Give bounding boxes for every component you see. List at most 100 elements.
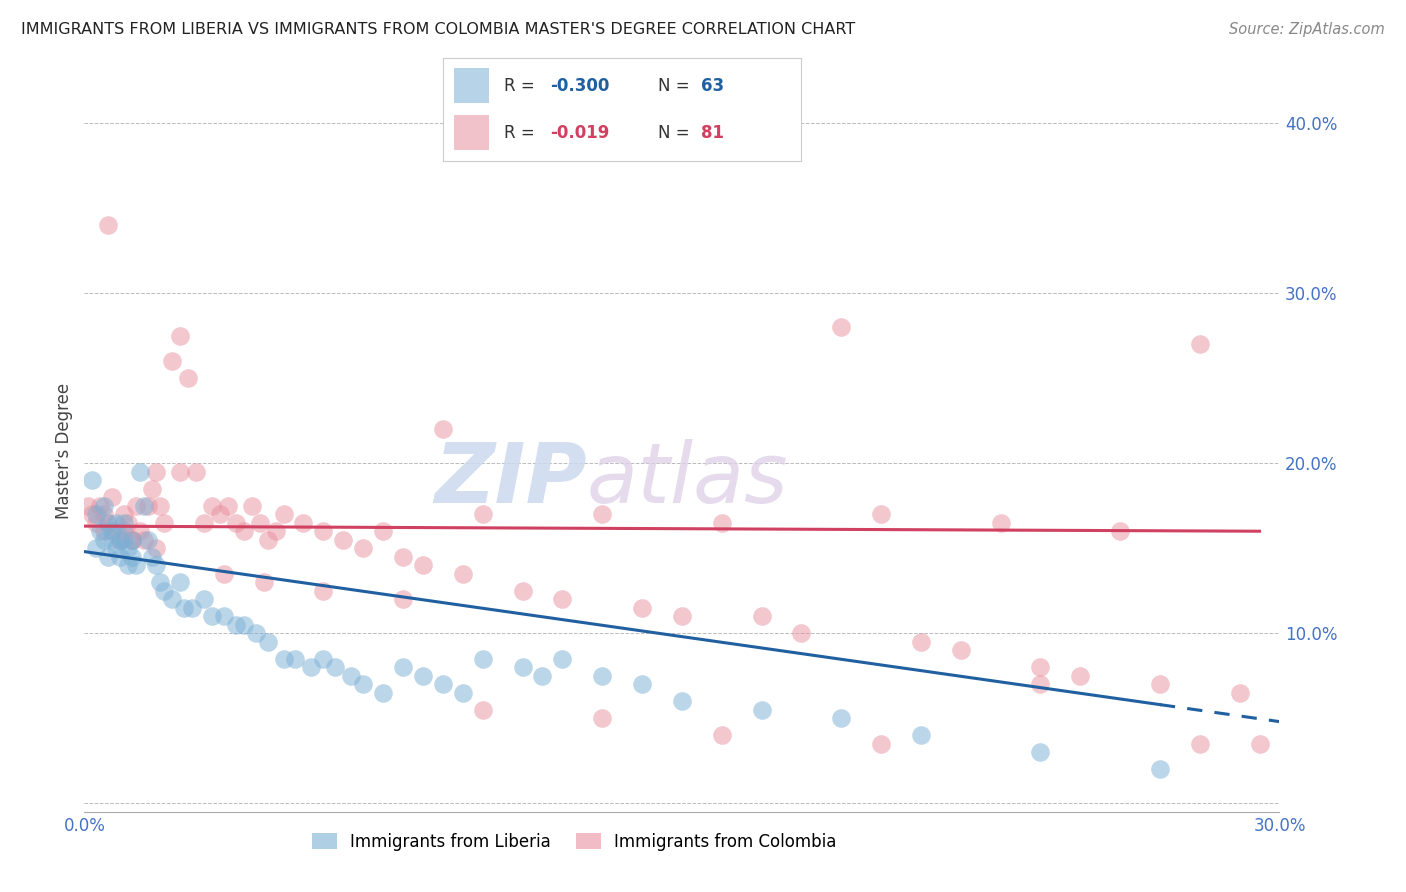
Point <box>225 516 247 530</box>
Text: atlas: atlas <box>586 439 787 520</box>
Point <box>136 499 159 513</box>
Point <box>208 507 231 521</box>
Point <box>153 583 176 598</box>
Text: N =: N = <box>658 77 695 95</box>
Point <box>949 643 972 657</box>
Point <box>591 507 613 521</box>
Point <box>551 651 574 665</box>
Point <box>1109 524 1132 539</box>
Point <box>125 558 148 573</box>
Point <box>117 516 139 530</box>
Point <box>169 328 191 343</box>
Point <box>273 507 295 521</box>
Point <box>392 592 415 607</box>
Point <box>112 516 135 530</box>
Point <box>193 592 215 607</box>
Point <box>1149 677 1171 691</box>
Point <box>591 669 613 683</box>
Point <box>97 549 120 564</box>
Point <box>432 422 454 436</box>
Point <box>631 677 654 691</box>
Point <box>870 737 893 751</box>
Point <box>110 533 132 547</box>
Point <box>101 490 124 504</box>
Text: R =: R = <box>503 124 540 142</box>
Point <box>253 575 276 590</box>
Point <box>591 711 613 725</box>
Point <box>86 516 108 530</box>
Point <box>830 711 852 725</box>
Point <box>412 558 434 573</box>
Point <box>1069 669 1091 683</box>
Point <box>97 516 120 530</box>
Point <box>117 541 139 556</box>
Point <box>340 669 363 683</box>
Y-axis label: Master's Degree: Master's Degree <box>55 383 73 518</box>
Point <box>160 354 183 368</box>
Point <box>710 728 733 742</box>
Point <box>101 533 124 547</box>
Point <box>193 516 215 530</box>
Point <box>870 507 893 521</box>
Point <box>373 686 395 700</box>
Point <box>910 728 932 742</box>
Point <box>169 575 191 590</box>
Point <box>249 516 271 530</box>
Point <box>181 600 204 615</box>
Point <box>82 507 104 521</box>
Point <box>97 516 120 530</box>
Point <box>710 516 733 530</box>
Text: R =: R = <box>503 77 540 95</box>
Point <box>149 575 172 590</box>
Point <box>232 617 254 632</box>
Point <box>671 694 693 708</box>
Point <box>512 583 534 598</box>
Point <box>256 634 278 648</box>
Point <box>451 566 474 581</box>
Point <box>830 320 852 334</box>
Point <box>392 549 415 564</box>
Point <box>97 218 120 232</box>
Point <box>412 669 434 683</box>
Point <box>86 507 108 521</box>
Point <box>112 507 135 521</box>
Point <box>256 533 278 547</box>
Text: -0.019: -0.019 <box>551 124 610 142</box>
Point <box>141 549 163 564</box>
Point <box>1029 660 1052 674</box>
Point <box>184 465 207 479</box>
Legend: Immigrants from Liberia, Immigrants from Colombia: Immigrants from Liberia, Immigrants from… <box>305 826 844 857</box>
Point <box>312 651 335 665</box>
Point <box>121 549 143 564</box>
Text: -0.300: -0.300 <box>551 77 610 95</box>
Point <box>1188 737 1211 751</box>
Point <box>153 516 176 530</box>
Bar <box>454 69 489 103</box>
Point <box>145 541 167 556</box>
Point <box>1229 686 1251 700</box>
Point <box>471 703 494 717</box>
Point <box>531 669 554 683</box>
Point <box>471 507 494 521</box>
Point <box>240 499 263 513</box>
Point <box>105 516 128 530</box>
Point <box>373 524 395 539</box>
Point <box>77 499 100 513</box>
Point <box>325 660 347 674</box>
Point <box>93 499 115 513</box>
Point <box>82 473 104 487</box>
Point <box>136 533 159 547</box>
Point <box>89 524 111 539</box>
Text: 63: 63 <box>702 77 724 95</box>
Bar <box>454 115 489 150</box>
Point <box>177 371 200 385</box>
Point <box>110 549 132 564</box>
Point <box>312 524 335 539</box>
Point <box>990 516 1012 530</box>
Point <box>132 533 156 547</box>
Point <box>129 524 152 539</box>
Point <box>245 626 267 640</box>
Point <box>132 499 156 513</box>
Point <box>121 533 143 547</box>
Point <box>112 524 135 539</box>
